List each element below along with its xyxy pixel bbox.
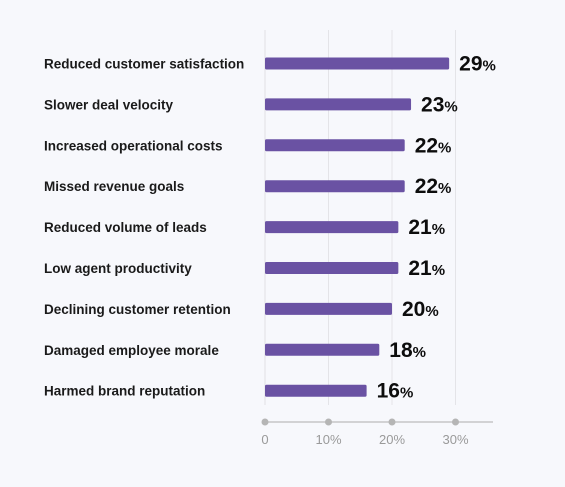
- bar: [265, 221, 399, 234]
- data-label: 29%: [459, 53, 496, 76]
- bar: [265, 302, 392, 315]
- tick-label: 20%: [379, 432, 405, 447]
- category-label: Harmed brand reputation: [44, 384, 205, 399]
- category-label: Reduced customer satisfaction: [44, 57, 244, 72]
- category-label: Damaged employee morale: [44, 343, 219, 358]
- category-label: Slower deal velocity: [44, 97, 174, 112]
- bar: [265, 262, 399, 274]
- data-label: 16%: [377, 380, 414, 403]
- tick-label: 0: [261, 432, 268, 447]
- data-label: 21%: [408, 216, 445, 239]
- tick-marker: [388, 418, 396, 426]
- bar: [265, 98, 412, 111]
- tick-marker: [452, 418, 459, 426]
- category-label: Declining customer retention: [44, 302, 231, 317]
- category-label: Reduced volume of leads: [44, 220, 207, 235]
- data-label: 23%: [421, 93, 458, 116]
- category-label: Missed revenue goals: [44, 179, 184, 194]
- bar: [265, 180, 405, 193]
- tick-marker: [325, 418, 332, 426]
- data-label: 20%: [402, 298, 439, 321]
- tick-label: 30%: [442, 432, 468, 447]
- tick-marker: [261, 418, 269, 426]
- data-label: 21%: [408, 257, 445, 280]
- bar: [265, 343, 380, 356]
- bar: [265, 57, 450, 70]
- bar: [265, 139, 405, 152]
- bar: [265, 384, 367, 397]
- category-label: Increased operational costs: [44, 138, 223, 153]
- data-label: 22%: [415, 175, 452, 198]
- data-label: 18%: [389, 339, 426, 362]
- tick-label: 10%: [315, 432, 341, 447]
- data-label: 22%: [415, 134, 452, 157]
- category-label: Low agent productivity: [44, 261, 192, 276]
